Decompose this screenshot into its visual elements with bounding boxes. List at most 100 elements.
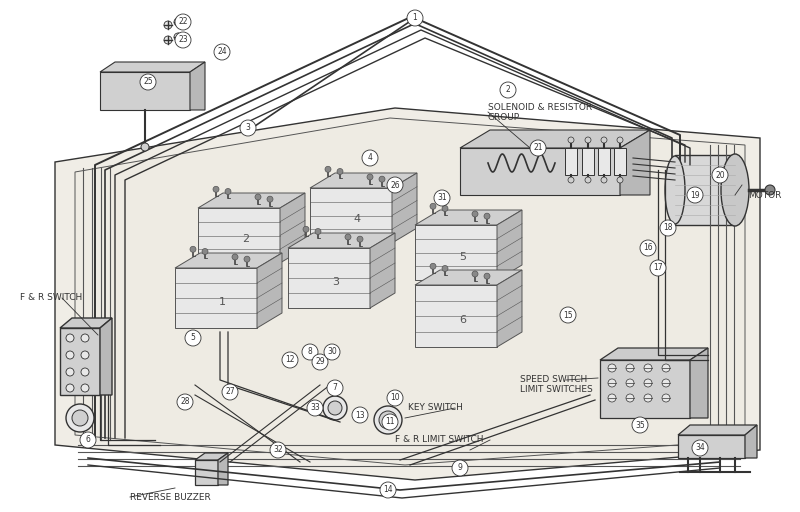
Circle shape <box>72 410 88 426</box>
Circle shape <box>164 36 172 44</box>
Text: 8: 8 <box>308 348 312 356</box>
Polygon shape <box>460 130 650 148</box>
Text: 2: 2 <box>506 86 510 95</box>
Circle shape <box>267 196 273 202</box>
Text: SOLENOID & RESISTOR: SOLENOID & RESISTOR <box>488 103 592 113</box>
Circle shape <box>244 256 250 262</box>
Text: 29: 29 <box>315 357 325 367</box>
Circle shape <box>626 379 634 387</box>
Text: LIMIT SWITCHES: LIMIT SWITCHES <box>520 386 593 395</box>
Text: 6: 6 <box>458 315 466 325</box>
Circle shape <box>337 168 343 175</box>
Circle shape <box>175 14 191 30</box>
Text: 14: 14 <box>383 485 393 495</box>
Circle shape <box>387 177 403 193</box>
Circle shape <box>174 18 182 26</box>
Text: 5: 5 <box>190 333 195 343</box>
Circle shape <box>303 226 309 232</box>
Circle shape <box>617 177 623 183</box>
Circle shape <box>141 143 149 151</box>
Circle shape <box>302 344 318 360</box>
Circle shape <box>382 414 398 430</box>
Circle shape <box>225 188 231 195</box>
Text: 12: 12 <box>286 355 294 365</box>
Circle shape <box>632 417 648 433</box>
Circle shape <box>323 396 347 420</box>
Circle shape <box>442 266 448 271</box>
Polygon shape <box>198 193 305 208</box>
Text: 17: 17 <box>653 264 663 272</box>
Circle shape <box>608 394 616 402</box>
Polygon shape <box>614 148 626 175</box>
Text: 22: 22 <box>178 17 188 27</box>
Polygon shape <box>100 72 190 110</box>
Text: MOTOR: MOTOR <box>748 190 782 200</box>
Circle shape <box>66 334 74 342</box>
Polygon shape <box>175 253 282 268</box>
Circle shape <box>315 228 321 234</box>
Circle shape <box>190 246 196 252</box>
Circle shape <box>255 194 261 200</box>
Circle shape <box>626 394 634 402</box>
Circle shape <box>617 137 623 143</box>
Circle shape <box>357 236 363 242</box>
Circle shape <box>568 137 574 143</box>
Circle shape <box>644 394 652 402</box>
Text: 6: 6 <box>86 436 90 444</box>
Polygon shape <box>55 108 760 480</box>
Circle shape <box>430 203 436 209</box>
Text: 20: 20 <box>715 170 725 180</box>
Polygon shape <box>198 208 280 263</box>
Circle shape <box>325 166 331 173</box>
Circle shape <box>430 263 436 269</box>
Circle shape <box>650 260 666 276</box>
Polygon shape <box>497 270 522 347</box>
Text: 30: 30 <box>327 348 337 356</box>
Circle shape <box>601 177 607 183</box>
Polygon shape <box>60 328 100 395</box>
Polygon shape <box>60 318 112 328</box>
Circle shape <box>585 137 591 143</box>
Polygon shape <box>415 270 522 285</box>
Circle shape <box>324 344 340 360</box>
Circle shape <box>222 384 238 400</box>
Text: 7: 7 <box>333 383 338 393</box>
Text: KEY SWITCH: KEY SWITCH <box>408 403 463 413</box>
Polygon shape <box>460 148 620 195</box>
Text: 32: 32 <box>273 445 283 455</box>
Circle shape <box>662 364 670 372</box>
Polygon shape <box>745 425 757 458</box>
Polygon shape <box>75 118 745 465</box>
Circle shape <box>530 140 546 156</box>
Polygon shape <box>257 253 282 328</box>
Circle shape <box>585 177 591 183</box>
Circle shape <box>380 482 396 498</box>
Text: 3: 3 <box>332 277 338 287</box>
Polygon shape <box>678 425 757 435</box>
Circle shape <box>379 176 385 182</box>
Circle shape <box>164 21 172 29</box>
Text: 34: 34 <box>695 443 705 453</box>
Text: 27: 27 <box>225 388 235 396</box>
Circle shape <box>712 167 728 183</box>
Text: 31: 31 <box>437 194 447 203</box>
Circle shape <box>442 205 448 211</box>
Circle shape <box>407 10 423 26</box>
Polygon shape <box>415 210 522 225</box>
Ellipse shape <box>721 154 749 226</box>
Polygon shape <box>582 148 594 175</box>
Circle shape <box>185 330 201 346</box>
Polygon shape <box>690 348 708 418</box>
Circle shape <box>608 379 616 387</box>
Polygon shape <box>497 210 522 280</box>
Polygon shape <box>678 435 745 458</box>
Text: 3: 3 <box>246 123 250 133</box>
Polygon shape <box>175 268 257 328</box>
Circle shape <box>213 186 219 193</box>
Text: 21: 21 <box>534 143 542 153</box>
Polygon shape <box>598 148 610 175</box>
Circle shape <box>66 384 74 392</box>
Circle shape <box>434 190 450 206</box>
Polygon shape <box>620 130 650 195</box>
Polygon shape <box>675 155 735 225</box>
